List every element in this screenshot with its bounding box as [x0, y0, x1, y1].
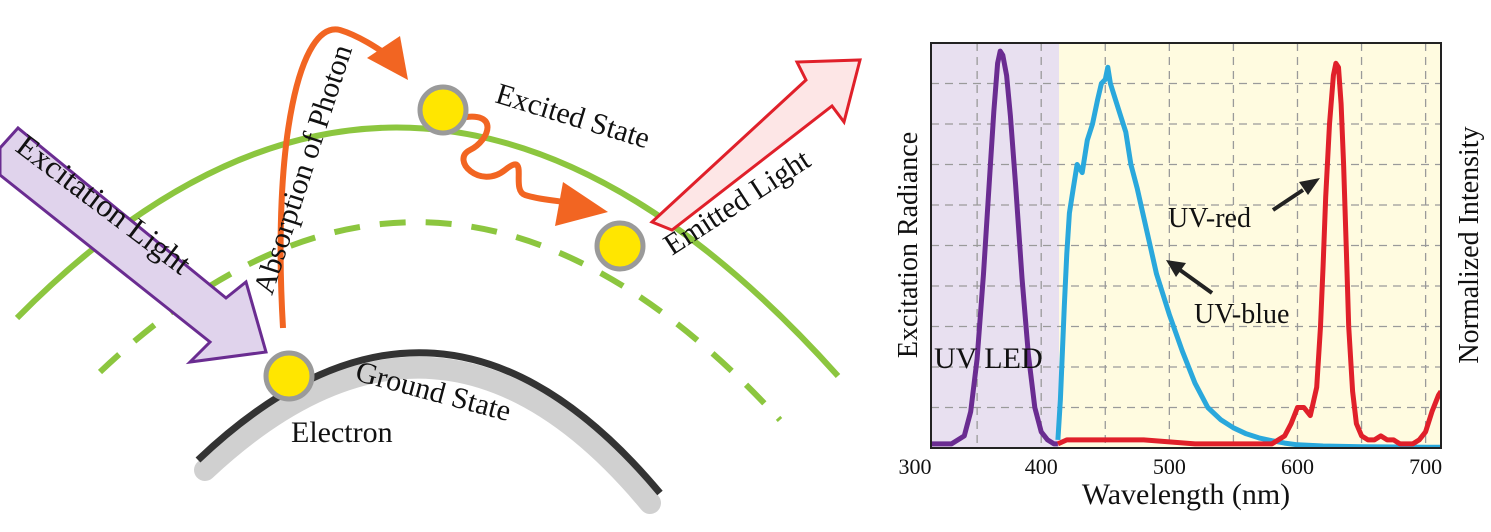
x-tick-label: 400 — [1025, 454, 1058, 479]
relaxed-state-orbit — [97, 219, 783, 423]
series-line-uv-red — [1056, 60, 1441, 447]
uv-red-annotation: UV-red — [1168, 203, 1251, 234]
ground-state-orbit — [195, 349, 663, 496]
electron-excited — [417, 84, 469, 136]
x-tick-label: 700 — [1409, 454, 1442, 479]
uv-led-annotation: UV LED — [934, 342, 1043, 375]
relaxation-arrowhead — [555, 182, 608, 226]
x-tick-label: 300 — [899, 454, 932, 479]
electron-relaxed — [594, 220, 646, 272]
series-group — [931, 48, 1441, 448]
spectrum-chart: 300 400 500 600 700 Wavelength (nm) Excitati… — [893, 42, 1485, 511]
excited-state-orbit — [14, 124, 841, 379]
y-axis-left-label: Excitation Radiance — [893, 132, 924, 358]
x-tick-label: 600 — [1281, 454, 1314, 479]
electron-ground — [263, 350, 315, 402]
excitation-light-arrow — [0, 125, 268, 365]
absorption-of-photon-label: Absorption of Photon — [247, 41, 359, 298]
uv-blue-annotation: UV-blue — [1194, 299, 1289, 330]
visible-region-background — [1059, 43, 1441, 448]
ground-state-orbit-shadow — [194, 356, 661, 514]
relaxation-wavy-arrow — [459, 113, 571, 206]
series-line-uv-led — [931, 48, 1058, 447]
emitted-light-arrow — [649, 58, 862, 232]
x-tick-label: 500 — [1153, 454, 1186, 479]
series-line-uv-blue — [1055, 64, 1441, 448]
energy-diagram: Excitation Light Absorption of Photon Ex… — [0, 26, 862, 514]
y-axis-right-label: Normalized Intensity — [1454, 126, 1485, 363]
grid-lines — [931, 43, 1441, 448]
absorption-arrowhead — [367, 36, 408, 80]
uv-red-pointer — [1271, 178, 1320, 212]
absorption-of-photon-arrow — [277, 26, 397, 329]
plot-frame — [930, 42, 1442, 449]
electron-label: Electron — [291, 416, 393, 449]
x-tick-labels: 300 400 500 600 700 — [899, 454, 1443, 479]
x-axis-label: Wavelength (nm) — [1082, 478, 1290, 511]
uv-blue-pointer — [1166, 260, 1214, 295]
